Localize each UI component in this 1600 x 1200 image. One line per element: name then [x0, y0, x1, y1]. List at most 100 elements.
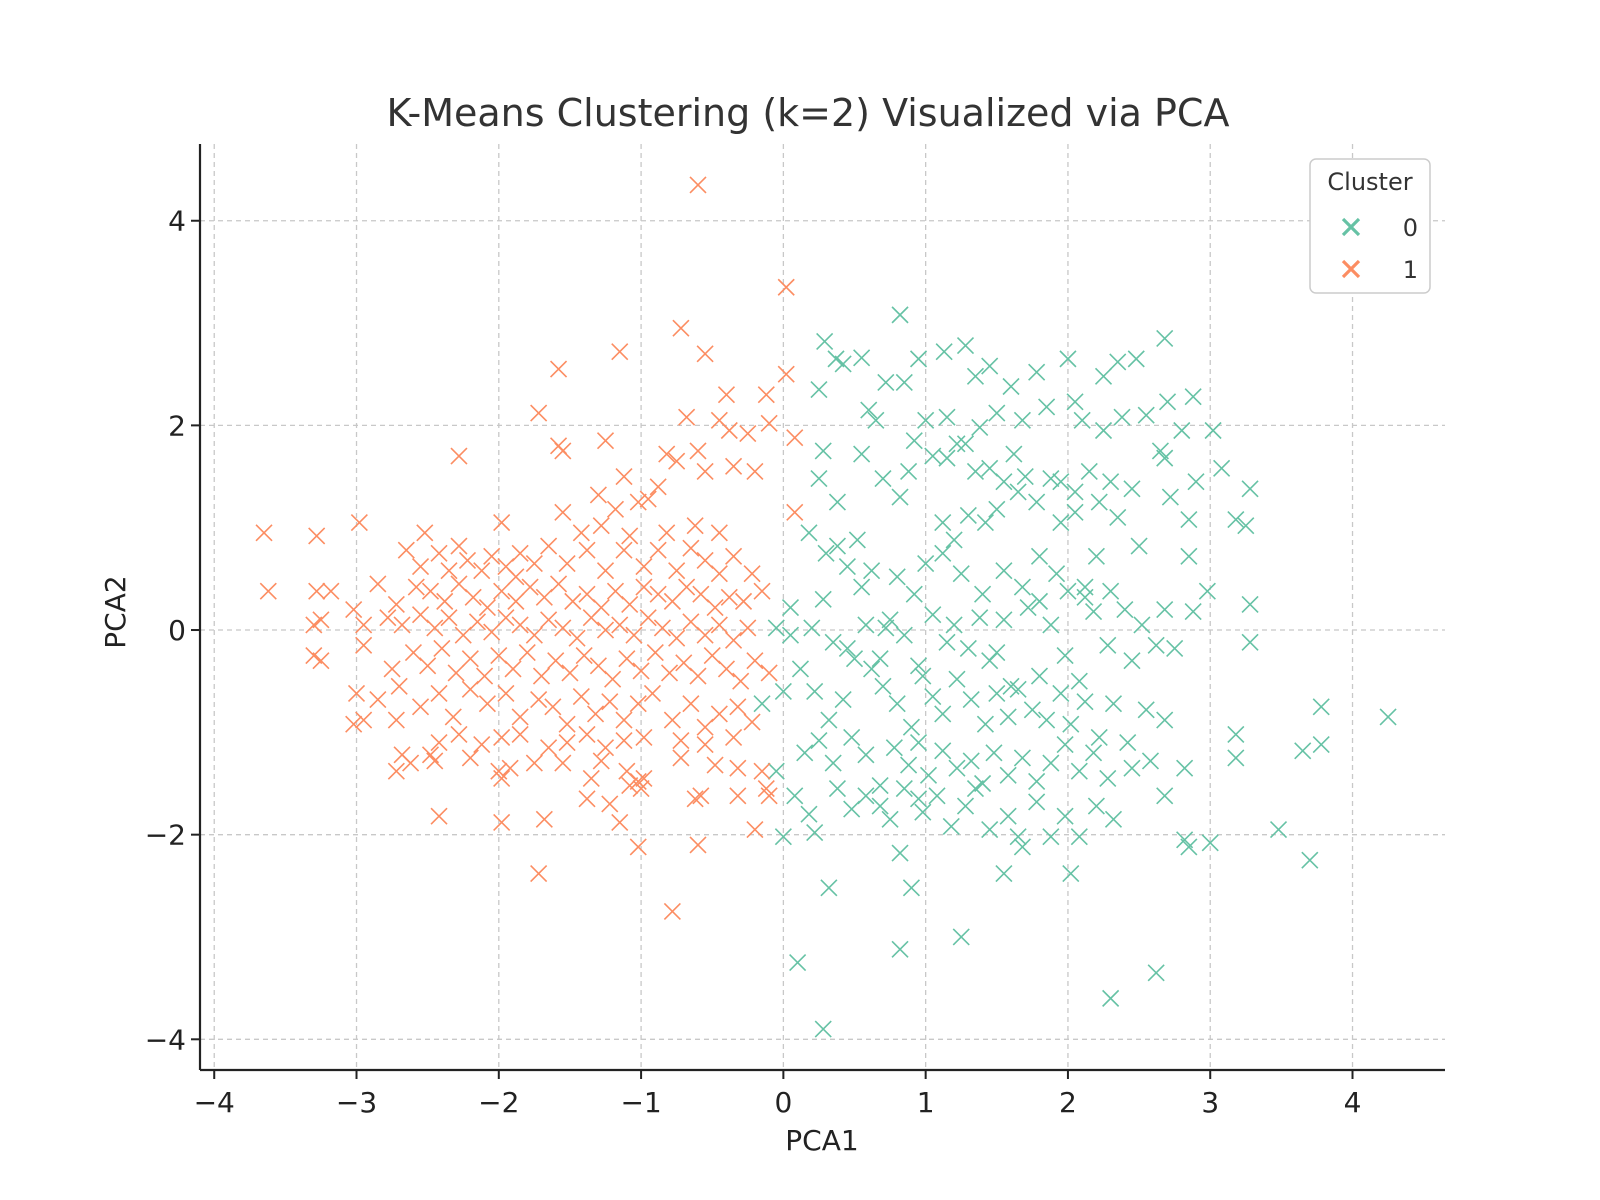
data-point-cluster-1	[387, 762, 405, 780]
data-point-cluster-1	[430, 684, 448, 703]
data-point-cluster-1	[426, 752, 444, 770]
data-point-cluster-1	[615, 467, 633, 486]
data-point-cluster-1	[611, 813, 629, 831]
data-point-cluster-0	[1066, 483, 1084, 501]
data-point-cluster-1	[473, 562, 491, 580]
data-point-cluster-1	[611, 616, 629, 634]
data-point-cluster-1	[601, 795, 619, 813]
data-point-cluster-0	[881, 810, 899, 828]
data-point-cluster-1	[440, 609, 458, 627]
data-point-cluster-1	[530, 864, 548, 883]
data-point-cluster-1	[710, 616, 728, 634]
data-point-cluster-0	[900, 462, 918, 480]
data-point-cluster-0	[1076, 578, 1094, 596]
data-point-cluster-0	[1227, 725, 1245, 743]
data-point-cluster-1	[501, 759, 519, 777]
legend: Cluster 01	[1309, 158, 1431, 294]
data-point-cluster-1	[461, 650, 479, 668]
data-point-cluster-0	[1156, 329, 1174, 347]
data-point-cluster-0	[956, 435, 975, 453]
data-point-cluster-1	[729, 787, 747, 805]
data-point-cluster-0	[803, 619, 821, 637]
data-point-cluster-0	[1013, 578, 1031, 596]
data-point-cluster-0	[902, 879, 920, 897]
data-point-cluster-0	[948, 759, 966, 777]
data-point-cluster-1	[689, 176, 707, 194]
data-point-cluster-0	[934, 514, 952, 532]
data-point-cluster-0	[810, 470, 828, 488]
data-point-cluster-0	[1038, 398, 1056, 416]
data-point-cluster-0	[962, 691, 980, 709]
data-point-cluster-0	[1109, 353, 1127, 371]
series-1	[255, 176, 804, 920]
data-point-cluster-1	[387, 595, 405, 614]
data-point-cluster-1	[660, 664, 679, 682]
data-point-cluster-0	[816, 332, 834, 351]
data-point-cluster-0	[1241, 633, 1259, 651]
data-point-cluster-0	[891, 488, 909, 506]
data-point-cluster-1	[483, 623, 501, 641]
data-point-cluster-0	[800, 524, 818, 542]
data-point-cluster-1	[540, 537, 558, 555]
data-point-cluster-1	[611, 343, 629, 361]
data-point-cluster-0	[888, 695, 906, 713]
data-point-cluster-0	[1080, 462, 1098, 480]
data-point-cluster-1	[549, 360, 568, 378]
data-point-cluster-0	[834, 691, 852, 709]
data-point-cluster-0	[1156, 600, 1174, 619]
data-point-cluster-1	[461, 749, 479, 767]
data-point-cluster-0	[1147, 964, 1165, 982]
data-point-cluster-1	[444, 708, 462, 726]
data-point-cluster-1	[689, 667, 707, 685]
data-point-cluster-1	[601, 693, 619, 711]
data-point-cluster-1	[596, 432, 615, 450]
data-point-cluster-1	[535, 810, 553, 828]
data-point-cluster-0	[999, 807, 1017, 825]
data-point-cluster-0	[789, 953, 807, 972]
data-point-cluster-0	[871, 797, 889, 815]
data-point-cluster-1	[476, 667, 494, 685]
data-point-cluster-1	[493, 582, 511, 600]
data-point-cluster-1	[493, 514, 511, 532]
data-point-cluster-1	[355, 616, 373, 634]
data-point-cluster-0	[902, 718, 920, 736]
data-point-cluster-0	[934, 544, 952, 562]
data-point-cluster-0	[1301, 851, 1319, 869]
data-point-cluster-1	[689, 836, 707, 854]
data-point-cluster-0	[1094, 367, 1113, 385]
data-point-cluster-0	[774, 682, 792, 700]
data-point-cluster-0	[1180, 510, 1198, 529]
data-point-cluster-0	[917, 411, 935, 429]
data-point-cluster-1	[507, 568, 525, 586]
data-point-cluster-1	[739, 619, 757, 637]
data-point-cluster-0	[962, 752, 980, 770]
data-point-cluster-0	[828, 493, 847, 511]
data-point-cluster-1	[746, 820, 764, 839]
data-point-cluster-1	[649, 478, 667, 496]
data-point-cluster-1	[696, 462, 714, 480]
data-point-cluster-1	[540, 739, 558, 757]
data-point-cluster-1	[525, 554, 543, 573]
data-point-cluster-0	[1087, 797, 1105, 815]
data-point-cluster-0	[1123, 652, 1141, 670]
data-point-cluster-1	[308, 527, 326, 545]
data-point-cluster-1	[663, 902, 681, 920]
data-point-cluster-1	[379, 609, 397, 627]
data-point-cluster-0	[1028, 363, 1046, 381]
data-point-cluster-1	[450, 575, 468, 593]
data-point-cluster-1	[596, 739, 615, 757]
data-point-cluster-1	[604, 670, 622, 688]
data-point-cluster-0	[1009, 828, 1027, 846]
data-point-cluster-1	[493, 813, 511, 831]
data-point-cluster-0	[800, 805, 818, 823]
data-point-cluster-0	[767, 619, 785, 637]
data-point-cluster-0	[885, 739, 903, 757]
data-point-cluster-0	[999, 766, 1017, 784]
data-point-cluster-1	[582, 609, 600, 627]
data-point-cluster-0	[857, 787, 875, 805]
data-point-cluster-1	[753, 762, 771, 780]
data-point-cluster-1	[635, 578, 653, 596]
data-point-cluster-1	[411, 698, 430, 716]
data-point-cluster-0	[1062, 715, 1080, 733]
data-point-cluster-0	[1104, 810, 1123, 828]
